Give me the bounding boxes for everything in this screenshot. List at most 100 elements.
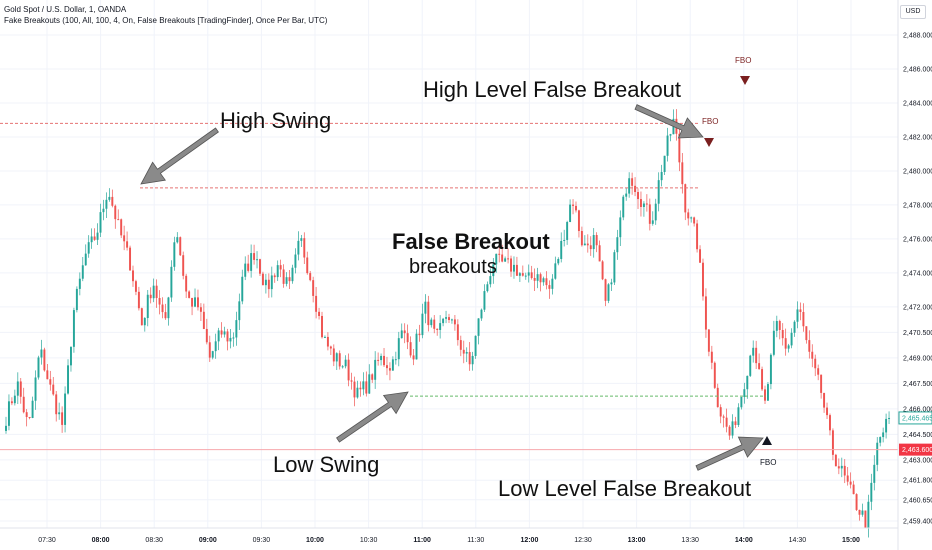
candle-body	[46, 370, 49, 380]
candle-body	[781, 329, 784, 339]
indicator-label[interactable]: Fake Breakouts (100, All, 100, 4, On, Fa…	[4, 16, 328, 25]
candle-body	[678, 133, 681, 163]
x-tick-label: 08:00	[92, 537, 110, 544]
y-tick-label: 2,474.000	[903, 270, 932, 277]
candle-body	[660, 171, 663, 181]
candle-body	[855, 494, 858, 510]
fbo-label-high-1: FBO	[702, 117, 719, 126]
candle-body	[533, 278, 536, 281]
candle-body	[96, 232, 99, 240]
candle-body	[628, 178, 631, 194]
candle-body	[495, 253, 498, 265]
candle-body	[554, 263, 557, 279]
last-price-label: 2,465.465	[902, 415, 932, 422]
candle-body	[796, 309, 799, 322]
candle-body	[409, 342, 412, 356]
candle-body	[279, 265, 282, 270]
candle-body	[137, 291, 140, 309]
candle-body	[731, 421, 734, 436]
candle-body	[569, 204, 572, 223]
candle-body	[412, 355, 415, 360]
candle-body	[743, 389, 746, 398]
candle-body	[468, 352, 471, 365]
candle-body	[196, 297, 199, 308]
candle-body	[834, 454, 837, 467]
candle-body	[536, 274, 539, 281]
candle-body	[530, 272, 533, 279]
candle-body	[719, 407, 722, 417]
candle-body	[480, 309, 483, 319]
candle-body	[888, 417, 891, 419]
candle-body	[876, 442, 879, 465]
candle-body	[445, 317, 448, 319]
fbo-label-high-2: FBO	[735, 56, 752, 65]
candle-body	[713, 362, 716, 388]
candle-body	[350, 380, 353, 382]
candle-body	[864, 510, 867, 528]
y-tick-label: 2,476.000	[903, 236, 932, 243]
candle-body	[288, 277, 291, 282]
candle-body	[471, 355, 474, 365]
current-price-badge	[899, 443, 932, 456]
candle-body	[43, 349, 46, 371]
candle-body	[232, 337, 235, 339]
candle-body	[524, 275, 527, 277]
candle-body	[37, 357, 40, 378]
candle-body	[312, 280, 315, 296]
candle-body	[108, 196, 111, 200]
candle-body	[427, 301, 430, 326]
candle-body	[347, 359, 350, 381]
candle-body	[335, 353, 338, 362]
candle-body	[291, 267, 294, 282]
candle-body	[194, 297, 196, 307]
arrow-high-swing	[140, 127, 219, 185]
candle-body	[415, 333, 418, 360]
candle-body	[563, 239, 566, 241]
candle-body	[545, 278, 548, 286]
candle-body	[725, 417, 728, 427]
candle-body	[577, 210, 580, 232]
candle-body	[421, 313, 424, 336]
candle-body	[507, 258, 510, 260]
candle-body	[453, 319, 456, 325]
currency-button[interactable]: USD	[900, 5, 926, 19]
candle-body	[879, 437, 882, 443]
y-tick-label: 2,480.000	[903, 168, 932, 175]
candle-body	[261, 273, 264, 286]
y-tick-label: 2,459.400	[903, 519, 932, 526]
candle-body	[840, 465, 843, 469]
candle-body	[843, 465, 846, 476]
candle-body	[885, 418, 888, 433]
candle-body	[338, 353, 341, 367]
candle-body	[303, 238, 306, 258]
annotation-high-swing: High Swing	[220, 108, 332, 133]
candle-body	[769, 354, 772, 385]
candle-body	[448, 317, 450, 321]
candle-body	[462, 349, 465, 354]
candle-body	[315, 295, 318, 312]
candle-body	[362, 381, 365, 390]
candle-body	[852, 484, 855, 495]
candle-body	[504, 258, 507, 262]
candle-body	[761, 369, 764, 390]
candle-body	[849, 481, 852, 485]
fbo-marker-down-1	[704, 138, 714, 147]
candle-body	[264, 279, 267, 286]
candle-body	[758, 363, 761, 370]
candle-body	[622, 196, 625, 218]
candle-body	[158, 298, 161, 305]
candle-body	[49, 379, 52, 385]
candle-body	[75, 288, 78, 311]
fbo-marker-up	[762, 436, 772, 445]
candle-body	[613, 252, 616, 283]
fbo-markers	[704, 76, 772, 445]
candle-body	[642, 203, 645, 207]
candle-body	[208, 342, 211, 358]
candle-body	[598, 245, 601, 262]
candle-body	[580, 231, 583, 246]
candle-body	[28, 416, 31, 418]
candle-body	[583, 243, 586, 246]
candle-body	[297, 240, 300, 255]
candle-body	[512, 264, 515, 272]
